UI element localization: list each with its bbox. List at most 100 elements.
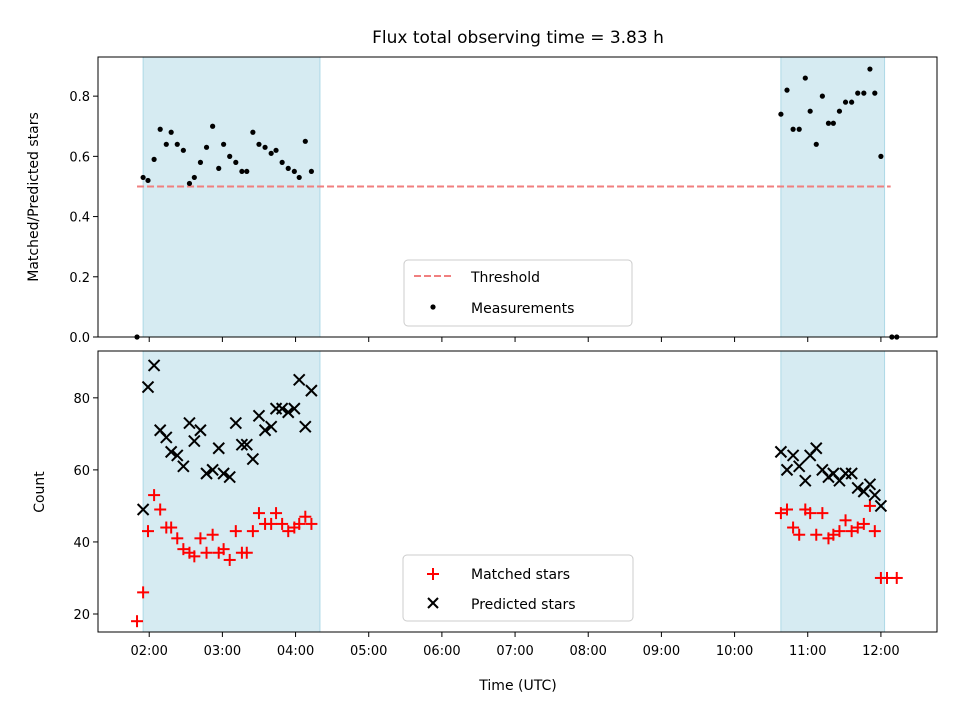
measurement-point	[836, 108, 843, 114]
measurement-point	[197, 159, 204, 165]
predicted-stars-point	[774, 445, 788, 459]
ratio-y-tick-label: 0.6	[69, 150, 90, 165]
measurement-point	[239, 168, 245, 175]
matched-stars-point	[810, 528, 823, 541]
predicted-stars-point	[177, 460, 190, 473]
matched-stars-point	[246, 525, 259, 538]
predicted-stars-point	[141, 380, 155, 394]
count-shaded-interval	[142, 350, 321, 633]
measurement-point	[778, 111, 784, 117]
measurement-point	[186, 180, 193, 187]
measurement-point	[784, 87, 790, 93]
measurement-point	[296, 174, 302, 181]
ratio-panel: 0.00.20.40.60.8 Matched/Predicted stars …	[26, 56, 938, 346]
matched-stars-point	[165, 521, 178, 534]
predicted-stars-point	[305, 384, 318, 397]
predicted-stars-point	[799, 474, 812, 487]
predicted-stars-point	[264, 420, 278, 433]
predicted-stars-point	[229, 416, 243, 430]
count-x-ticks: 02:00 03:00 04:00 05:00 06:00 07:00 08:00 09:00…	[130, 632, 900, 659]
matched-stars-point	[890, 571, 903, 584]
chart-title: Flux total observing time = 3.83 h	[372, 28, 664, 48]
measurement-point	[227, 153, 233, 159]
x-tick-label: 05:00	[350, 644, 387, 659]
measurement-point	[813, 141, 819, 147]
predicted-stars-point	[212, 442, 225, 455]
matched-stars-point	[868, 525, 881, 538]
matched-stars-point	[270, 507, 283, 520]
predicted-stars-point	[183, 416, 196, 430]
measurement-point	[861, 90, 867, 96]
matched-stars-point	[188, 550, 201, 563]
count-axes-frame	[97, 350, 938, 633]
count-y-tick-label: 60	[73, 464, 90, 479]
measurement-point	[279, 159, 285, 165]
matched-stars-point	[171, 532, 184, 545]
ratio-shaded-intervals	[142, 56, 886, 338]
ratio-shaded-interval	[142, 56, 321, 338]
measurement-point	[216, 165, 222, 171]
matched-stars-point	[223, 553, 236, 566]
measurement-point	[145, 177, 151, 184]
x-tick-label: 04:00	[277, 644, 314, 659]
ratio-y-axis-label: Matched/Predicted stars	[26, 112, 42, 282]
matched-stars-point	[282, 525, 295, 538]
measurement-point	[855, 90, 861, 96]
measurement-point	[151, 156, 157, 162]
ratio-legend: Threshold Measurements	[403, 259, 633, 327]
matched-stars-point	[787, 521, 800, 534]
measurement-point	[168, 129, 174, 135]
legend-threshold-label: Threshold	[470, 270, 540, 286]
measurement-point	[262, 144, 268, 150]
predicted-stars-point	[275, 402, 289, 415]
predicted-stars-point	[160, 431, 173, 444]
matched-stars-point	[816, 507, 829, 520]
predicted-stars-point	[792, 460, 806, 473]
matched-stars-point	[774, 507, 787, 520]
predicted-stars-point	[252, 409, 266, 423]
predicted-stars-point	[164, 445, 178, 459]
matched-stars-point	[851, 521, 864, 534]
matched-stars-point	[804, 507, 817, 520]
measurement-point	[872, 90, 878, 96]
predicted-stars-point	[217, 467, 230, 480]
measurement-point	[221, 141, 227, 147]
measurement-point	[842, 99, 849, 105]
matched-stars-point	[217, 543, 230, 556]
measurement-point	[807, 108, 813, 114]
matched-stars-point	[131, 615, 144, 628]
measurement-point	[244, 168, 250, 175]
measurement-point	[285, 165, 291, 171]
x-tick-label: 08:00	[569, 644, 606, 659]
predicted-stars-point	[851, 481, 864, 495]
matched-stars-point	[148, 489, 161, 502]
matched-stars-point	[839, 514, 852, 527]
ratio-shaded-interval	[780, 56, 886, 338]
matched-stars-point	[863, 499, 876, 512]
measurement-point	[825, 120, 832, 126]
count-y-tick-label: 40	[73, 536, 90, 551]
measurement-point	[796, 126, 802, 132]
x-tick-label: 11:00	[789, 644, 826, 659]
predicted-stars-point	[200, 467, 213, 480]
matched-stars-point	[833, 525, 846, 538]
measurement-point	[250, 129, 256, 135]
legend-measurements-marker	[430, 304, 436, 310]
count-legend: Matched stars Predicted stars	[402, 554, 634, 622]
measurement-point	[273, 147, 279, 153]
matched-stars-point	[240, 546, 253, 559]
matched-stars-point	[200, 546, 213, 559]
predicted-stars-point	[282, 406, 295, 419]
matched-stars-point	[793, 528, 806, 541]
predicted-stars-point	[246, 452, 260, 466]
measurement-point	[210, 123, 216, 129]
count-y-axis-label: Count	[32, 471, 48, 513]
ratio-y-tick-label: 0.4	[69, 211, 90, 226]
count-y-ticks: 20 40 60 80	[73, 392, 98, 623]
predicted-stars-point	[136, 503, 150, 516]
measurement-point	[180, 147, 186, 153]
matched-stars-point	[845, 525, 858, 538]
x-tick-label: 02:00	[130, 644, 167, 659]
